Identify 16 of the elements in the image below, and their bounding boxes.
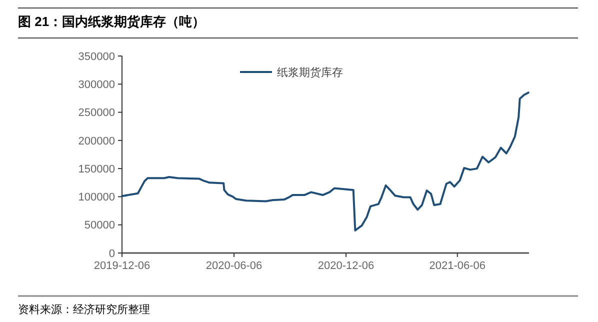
legend-label: 纸浆期货库存 bbox=[277, 66, 343, 79]
x-tick-label: 2021-06-06 bbox=[429, 260, 486, 272]
y-tick-label: 100000 bbox=[78, 192, 115, 204]
line-series bbox=[121, 92, 530, 232]
text: 资料来源：经济研究所整理 bbox=[18, 302, 150, 316]
y-tick-label: 300000 bbox=[78, 78, 115, 91]
y-tick-label: 150000 bbox=[78, 163, 115, 176]
x-tick-label: 2020-06-06 bbox=[206, 260, 262, 272]
y-tick-label: 200000 bbox=[78, 135, 115, 148]
y-tick-label: 0 bbox=[108, 248, 115, 260]
y-tick-label: 350000 bbox=[78, 50, 115, 63]
x-tick-label: 2019-12-06 bbox=[94, 260, 150, 272]
x-tick-label: 2020-12-06 bbox=[318, 260, 374, 272]
chart-title: 图 21：国内纸浆期货库存（吨） bbox=[18, 14, 206, 29]
y-tick-label: 250000 bbox=[78, 107, 115, 120]
y-tick-label: 50000 bbox=[84, 220, 115, 232]
